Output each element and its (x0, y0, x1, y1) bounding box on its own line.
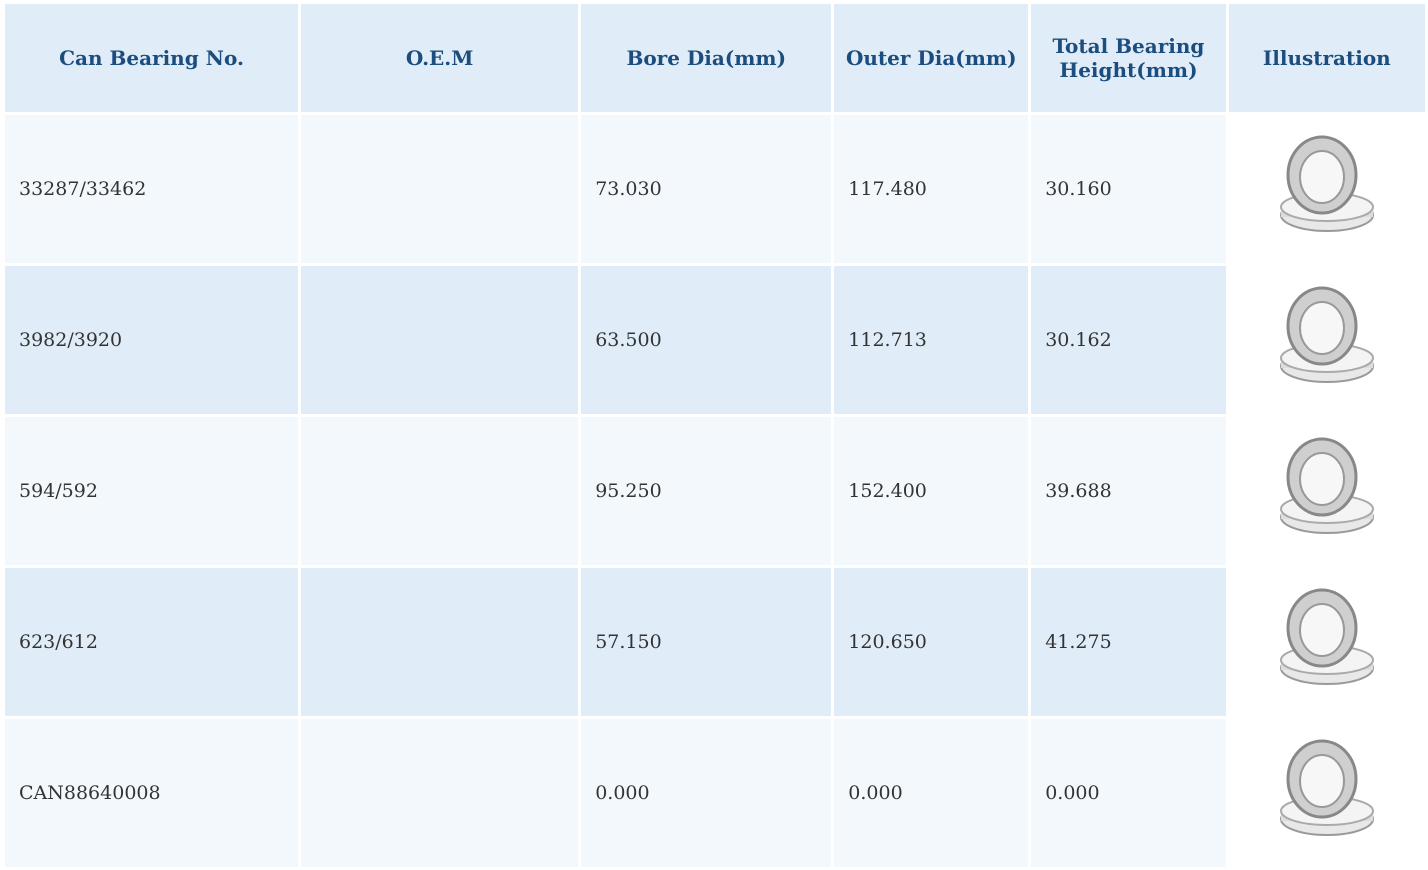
height-cell: 0.000 (1031, 719, 1225, 867)
bore-cell: 0.000 (581, 719, 831, 867)
outer-cell: 0.000 (834, 719, 1028, 867)
bearing-no-cell: 594/592 (5, 417, 298, 565)
bearing-table: Can Bearing No.O.E.MBore Dia(mm)Outer Di… (2, 1, 1428, 870)
outer-cell: 117.480 (834, 115, 1028, 263)
bearing-illustration (1267, 580, 1387, 700)
bearing-illustration (1267, 429, 1387, 549)
header-cell: Outer Dia(mm) (834, 4, 1028, 112)
oem-cell (301, 115, 578, 263)
bearing-illustration (1267, 127, 1387, 247)
header-cell: Can Bearing No. (5, 4, 298, 112)
illustration-cell (1229, 417, 1425, 565)
outer-cell: 120.650 (834, 568, 1028, 716)
height-cell: 30.160 (1031, 115, 1225, 263)
height-cell: 30.162 (1031, 266, 1225, 414)
header-cell: Illustration (1229, 4, 1425, 112)
bearing-no-cell: 3982/3920 (5, 266, 298, 414)
illustration-cell (1229, 568, 1425, 716)
header-cell: Total Bearing Height(mm) (1031, 4, 1225, 112)
outer-cell: 112.713 (834, 266, 1028, 414)
height-cell: 41.275 (1031, 568, 1225, 716)
oem-cell (301, 266, 578, 414)
bore-cell: 73.030 (581, 115, 831, 263)
oem-cell (301, 568, 578, 716)
bearing-illustration (1267, 731, 1387, 851)
oem-cell (301, 417, 578, 565)
bearing-no-cell: CAN88640008 (5, 719, 298, 867)
bore-cell: 95.250 (581, 417, 831, 565)
height-cell: 39.688 (1031, 417, 1225, 565)
header-cell: O.E.M (301, 4, 578, 112)
bearing-no-cell: 33287/33462 (5, 115, 298, 263)
illustration-cell (1229, 115, 1425, 263)
illustration-cell (1229, 266, 1425, 414)
bearing-no-cell: 623/612 (5, 568, 298, 716)
page: Can Bearing No.O.E.MBore Dia(mm)Outer Di… (0, 0, 1428, 870)
bore-cell: 63.500 (581, 266, 831, 414)
outer-cell: 152.400 (834, 417, 1028, 565)
header-cell: Bore Dia(mm) (581, 4, 831, 112)
bearing-illustration (1267, 278, 1387, 398)
illustration-cell (1229, 719, 1425, 867)
bore-cell: 57.150 (581, 568, 831, 716)
oem-cell (301, 719, 578, 867)
